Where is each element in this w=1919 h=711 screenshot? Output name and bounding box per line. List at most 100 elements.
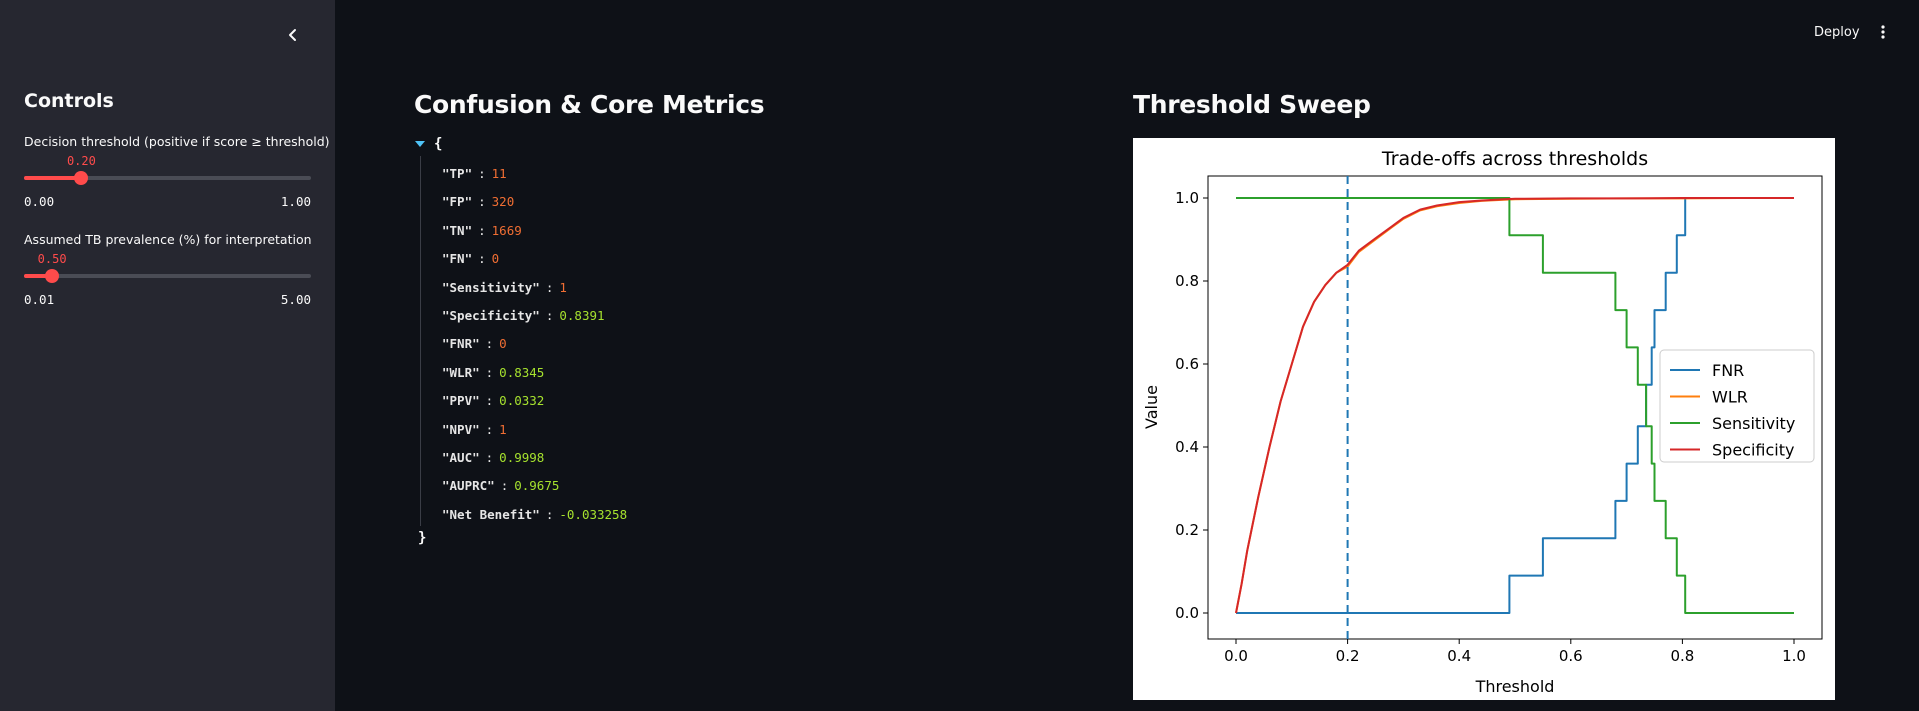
json-row: "WLR":0.8345 — [442, 365, 544, 380]
json-row: "Net Benefit": -0.033258 — [442, 507, 627, 522]
json-key: "PPV" — [442, 393, 480, 409]
json-key: "Specificity" — [442, 308, 540, 323]
y-tick-label: 0.8 — [1175, 272, 1199, 290]
x-tick-label: 0.4 — [1447, 647, 1471, 665]
json-colon: : — [485, 364, 494, 380]
sweep-title: Threshold Sweep — [1133, 90, 1371, 119]
y-tick-label: 0.0 — [1175, 604, 1199, 622]
legend-label: WLR — [1712, 388, 1748, 407]
json-colon: : — [545, 279, 554, 295]
json-row: "FN":0 — [442, 251, 499, 266]
prevalence-slider-value: 0.50 — [37, 252, 67, 266]
json-value: 1 — [559, 279, 567, 295]
json-colon: : — [545, 308, 554, 323]
chart-svg: Trade-offs across thresholds 0.0 0.2 0.4 0.… — [1142, 148, 1823, 696]
x-tick-label: 0.2 — [1336, 647, 1360, 665]
json-value: 0.8345 — [499, 364, 545, 380]
prevalence-slider-track[interactable] — [24, 269, 311, 283]
prevalence-slider-max: 5.00 — [280, 292, 311, 307]
json-value: 0 — [499, 336, 507, 352]
legend-label: Sensitivity — [1712, 414, 1795, 433]
x-axis-label: Threshold — [1475, 677, 1555, 696]
prevalence-slider: Assumed TB prevalence (%) for interpreta… — [24, 232, 312, 312]
json-close-brace: } — [418, 530, 427, 546]
threshold-slider-label: Decision threshold (positive if score ≥ … — [24, 134, 330, 149]
legend-box — [1659, 349, 1815, 463]
json-value: 11 — [491, 166, 507, 181]
json-colon: : — [485, 336, 494, 352]
plot-frame — [1207, 175, 1823, 640]
sidebar: Controls Decision threshold (positive if… — [0, 0, 335, 711]
json-key: "FP" — [442, 194, 473, 210]
x-tick-label: 1.0 — [1782, 647, 1806, 665]
json-colon: : — [478, 251, 486, 267]
json-indent-guide — [420, 156, 421, 526]
json-colon: : — [485, 450, 494, 465]
json-key: "AUPRC" — [442, 478, 495, 494]
threshold-slider: Decision threshold (positive if score ≥ … — [24, 134, 330, 214]
series-line-specificity — [1235, 197, 1794, 614]
threshold-slider-value: 0.20 — [66, 154, 96, 168]
json-row: "TP":11 — [442, 166, 507, 181]
json-value: 1669 — [491, 222, 522, 238]
series-lines — [1235, 176, 1794, 639]
y-tick-label: 0.4 — [1175, 438, 1199, 456]
axes: 0.0 0.2 0.4 0.6 0.8 1.0 0.0 0.2 0.4 0.6 0.8 1.0 — [1175, 189, 1806, 665]
legend-label: FNR — [1712, 361, 1744, 380]
x-tick-label: 0.8 — [1670, 647, 1694, 665]
json-key: "FNR" — [442, 336, 480, 352]
collapse-triangle-icon[interactable] — [414, 138, 426, 150]
json-colon: : — [485, 393, 494, 409]
json-colon: : — [545, 506, 554, 522]
json-key: "AUC" — [442, 450, 480, 465]
json-colon: : — [478, 166, 486, 181]
json-key: "TP" — [442, 166, 473, 181]
json-value: 0.9998 — [499, 450, 545, 465]
json-row: "FP":320 — [442, 194, 514, 209]
collapse-sidebar-button[interactable] — [280, 22, 306, 48]
json-key: "Net Benefit" — [442, 506, 540, 522]
json-row: "AUC":0.9998 — [442, 450, 544, 465]
threshold-slider-max: 1.00 — [280, 194, 311, 209]
threshold-slider-track[interactable] — [24, 171, 311, 185]
json-value: 0.9675 — [514, 478, 560, 494]
y-tick-label: 0.6 — [1175, 355, 1199, 373]
json-key: "FN" — [442, 251, 473, 267]
json-colon: : — [485, 421, 494, 437]
x-tick-label: 0.6 — [1559, 647, 1583, 665]
chevron-left-icon — [289, 29, 296, 41]
threshold-slider-thumb[interactable] — [74, 171, 89, 185]
json-row: "PPV":0.0332 — [442, 393, 544, 408]
more-vertical-icon — [1881, 25, 1885, 39]
json-row: "NPV":1 — [442, 422, 507, 437]
threshold-slider-fill — [24, 176, 82, 180]
main-menu-button[interactable] — [1872, 18, 1894, 46]
json-key: "WLR" — [442, 364, 480, 380]
y-tick-label: 0.2 — [1175, 521, 1199, 539]
deploy-button[interactable]: Deploy — [1814, 24, 1860, 40]
json-colon: : — [478, 222, 486, 238]
x-tick-label: 0.0 — [1224, 647, 1248, 665]
chart-title: Trade-offs across thresholds — [1381, 148, 1648, 170]
legend-label: Specificity — [1712, 441, 1794, 460]
sidebar-title: Controls — [24, 90, 114, 112]
json-row: "FNR":0 — [442, 336, 507, 351]
json-value: 1 — [499, 421, 507, 437]
prevalence-slider-min: 0.01 — [24, 292, 55, 307]
json-value: 320 — [491, 194, 515, 210]
json-value: 0 — [491, 251, 500, 267]
json-row: "TN":1669 — [442, 223, 522, 238]
json-key: "NPV" — [442, 421, 480, 437]
json-row: "Specificity":0.8391 — [442, 308, 605, 323]
chart-legend: FNR WLR Sensitivity Specificity — [1659, 349, 1815, 463]
prevalence-slider-thumb[interactable] — [45, 269, 60, 283]
y-axis-label: Value — [1142, 385, 1161, 429]
json-value: 0.8391 — [559, 308, 605, 323]
prevalence-slider-fill — [24, 274, 53, 278]
json-value: -0.033258 — [559, 506, 628, 522]
json-value: 0.0332 — [499, 393, 545, 409]
json-key: "Sensitivity" — [442, 279, 540, 295]
y-tick-label: 1.0 — [1175, 189, 1199, 207]
series-line-sensitivity — [1236, 197, 1794, 614]
json-open-brace: { — [434, 136, 443, 152]
